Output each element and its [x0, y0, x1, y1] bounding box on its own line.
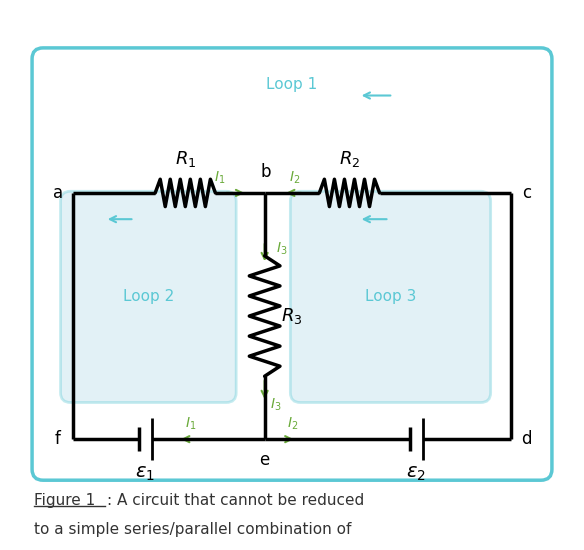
Text: c: c: [522, 184, 531, 202]
Text: a: a: [53, 184, 63, 202]
Text: $\varepsilon_2$: $\varepsilon_2$: [406, 464, 426, 482]
Text: $R_2$: $R_2$: [339, 149, 360, 169]
Text: f: f: [55, 430, 61, 448]
Text: $R_3$: $R_3$: [281, 306, 303, 326]
Text: e: e: [259, 451, 270, 469]
Text: b: b: [260, 163, 271, 181]
Text: to a simple series/parallel combination of: to a simple series/parallel combination …: [34, 522, 351, 537]
Text: $I_1$: $I_1$: [185, 416, 196, 432]
Text: : A circuit that cannot be reduced: : A circuit that cannot be reduced: [107, 493, 364, 508]
Text: Loop 1: Loop 1: [266, 77, 318, 92]
Text: $I_3$: $I_3$: [270, 397, 281, 414]
Text: $I_1$: $I_1$: [214, 169, 225, 186]
Text: d: d: [521, 430, 531, 448]
FancyBboxPatch shape: [61, 191, 236, 403]
Text: $I_2$: $I_2$: [287, 416, 299, 432]
Text: $I_2$: $I_2$: [289, 169, 300, 186]
Text: Figure 1: Figure 1: [34, 493, 95, 508]
Text: $\varepsilon_1$: $\varepsilon_1$: [135, 464, 155, 482]
FancyBboxPatch shape: [290, 191, 491, 403]
Text: $R_1$: $R_1$: [175, 149, 196, 169]
Text: Loop 3: Loop 3: [365, 289, 416, 304]
Text: $I_3$: $I_3$: [276, 240, 288, 257]
Text: Loop 2: Loop 2: [123, 289, 174, 304]
